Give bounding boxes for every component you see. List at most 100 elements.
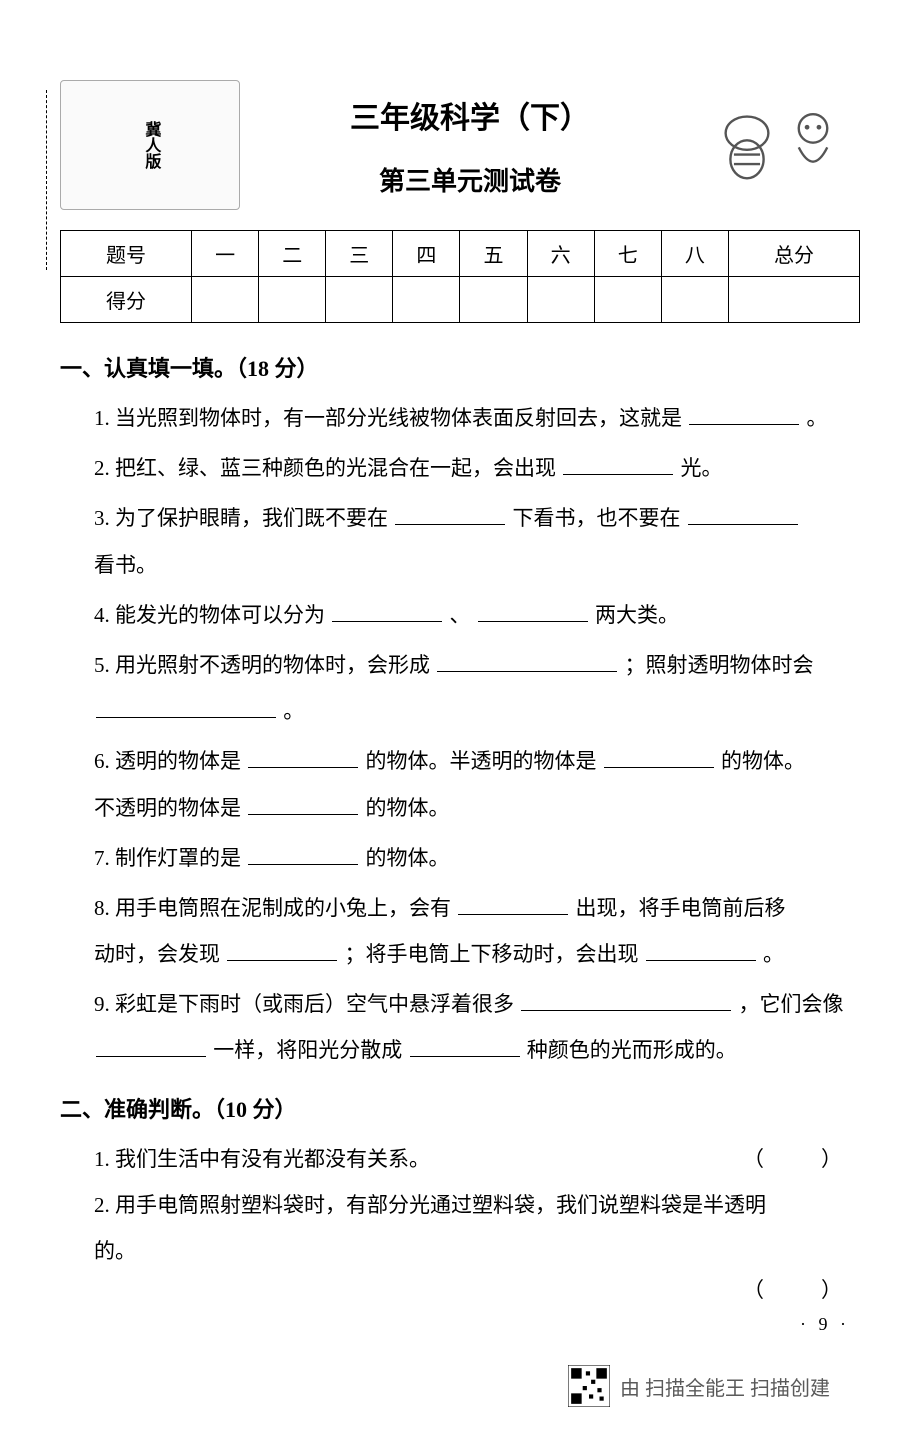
blank — [410, 1035, 520, 1057]
q6-c: 的物体。 — [721, 749, 805, 773]
col-6: 六 — [527, 231, 594, 277]
blank — [604, 746, 714, 768]
qr-icon — [568, 1365, 610, 1407]
q9-a: 9. 彩虹是下雨时（或雨后）空气中悬浮着很多 — [94, 992, 514, 1016]
q5-a: 5. 用光照射不透明的物体时，会形成 — [94, 653, 430, 677]
child-icon — [783, 107, 843, 183]
q6-d: 不透明的物体是 — [94, 796, 241, 820]
q9-b: ，它们会像 — [739, 992, 844, 1016]
col-7: 七 — [594, 231, 661, 277]
blank — [248, 793, 358, 815]
section1-list: 1. 当光照到物体时，有一部分光线被物体表面反射回去，这就是 。 2. 把红、绿… — [60, 395, 860, 1074]
q2-end: 光。 — [681, 456, 723, 480]
blank — [689, 403, 799, 425]
col-3: 三 — [326, 231, 393, 277]
score-cell — [460, 277, 527, 323]
col-5: 五 — [460, 231, 527, 277]
blank — [458, 893, 568, 915]
paren-below: （ ） — [60, 1274, 860, 1304]
table-row: 得分 — [61, 277, 860, 323]
q4: 4. 能发光的物体可以分为 、 两大类。 — [94, 592, 860, 638]
q9-c: 一样，将阳光分散成 — [213, 1038, 402, 1062]
q7-b: 的物体。 — [366, 846, 450, 870]
score-cell — [259, 277, 326, 323]
q3: 3. 为了保护眼睛，我们既不要在 下看书，也不要在 看书。 — [94, 495, 860, 587]
q8-a: 8. 用手电筒照在泥制成的小兔上，会有 — [94, 896, 451, 920]
page-header: 冀人版 三年级科学（下） 第三单元测试卷 — [60, 80, 860, 210]
score-cell — [326, 277, 393, 323]
score-cell — [594, 277, 661, 323]
q6-a: 6. 透明的物体是 — [94, 749, 241, 773]
q8-e: 。 — [763, 942, 784, 966]
q3-b: 下看书，也不要在 — [513, 506, 681, 530]
judge-q2: 2. 用手电筒照射塑料袋时，有部分光通过塑料袋，我们说塑料袋是半透明的。 — [94, 1182, 860, 1274]
blank — [96, 1035, 206, 1057]
paren: （ ） — [743, 1136, 860, 1182]
score-table: 题号 一 二 三 四 五 六 七 八 总分 得分 — [60, 230, 860, 323]
score-cell — [527, 277, 594, 323]
q4-c: 两大类。 — [595, 603, 679, 627]
binding-mark — [46, 90, 47, 270]
q1-text: 1. 当光照到物体时，有一部分光线被物体表面反射回去，这就是 — [94, 406, 682, 430]
q3-a: 3. 为了保护眼睛，我们既不要在 — [94, 506, 388, 530]
score-cell — [192, 277, 259, 323]
blank — [248, 746, 358, 768]
q8: 8. 用手电筒照在泥制成的小兔上，会有 出现，将手电筒前后移 动时，会发现 ；将… — [94, 885, 860, 977]
q5-c: 。 — [283, 699, 304, 723]
q2-text: 2. 把红、绿、蓝三种颜色的光混合在一起，会出现 — [94, 456, 556, 480]
q5-b: ；照射透明物体时会 — [625, 653, 814, 677]
q6: 6. 透明的物体是 的物体。半透明的物体是 的物体。 不透明的物体是 的物体。 — [94, 738, 860, 830]
col-total: 总分 — [728, 231, 859, 277]
bee-icon — [717, 107, 777, 183]
q1: 1. 当光照到物体时，有一部分光线被物体表面反射回去，这就是 。 — [94, 395, 860, 441]
q8-d: ；将手电筒上下移动时，会出现 — [345, 942, 639, 966]
score-cell — [728, 277, 859, 323]
q2: 2. 把红、绿、蓝三种颜色的光混合在一起，会出现 光。 — [94, 445, 860, 491]
q3-c: 看书。 — [94, 553, 157, 577]
section2-heading: 二、准确判断。（10 分） — [60, 1092, 860, 1124]
badge-text: 冀人版 — [140, 121, 161, 169]
title-main: 三年级科学（下） — [260, 93, 680, 137]
blank — [521, 989, 731, 1011]
edition-badge: 冀人版 — [60, 80, 240, 210]
judge-q1: 1. 我们生活中有没有光都没有关系。 （ ） — [94, 1136, 860, 1182]
section1-heading: 一、认真填一填。（18 分） — [60, 351, 860, 383]
blank — [96, 696, 276, 718]
section2-list: 1. 我们生活中有没有光都没有关系。 （ ） 2. 用手电筒照射塑料袋时，有部分… — [60, 1136, 860, 1305]
q8-c: 动时，会发现 — [94, 942, 220, 966]
footer: 由 扫描全能王 扫描创建 — [60, 1365, 860, 1407]
blank — [248, 843, 358, 865]
q4-a: 4. 能发光的物体可以分为 — [94, 603, 325, 627]
blank — [332, 600, 442, 622]
blank — [227, 939, 337, 961]
blank — [646, 939, 756, 961]
q7: 7. 制作灯罩的是 的物体。 — [94, 835, 860, 881]
score-cell — [661, 277, 728, 323]
col-2: 二 — [259, 231, 326, 277]
blank — [395, 503, 505, 525]
q8-b: 出现，将手电筒前后移 — [576, 896, 786, 920]
header-label: 题号 — [61, 231, 192, 277]
q7-a: 7. 制作灯罩的是 — [94, 846, 241, 870]
q6-e: 的物体。 — [366, 796, 450, 820]
title-block: 三年级科学（下） 第三单元测试卷 — [260, 93, 680, 198]
decorative-illustration — [700, 85, 860, 205]
blank — [478, 600, 588, 622]
score-cell — [393, 277, 460, 323]
q5: 5. 用光照射不透明的物体时，会形成 ；照射透明物体时会 。 — [94, 642, 860, 734]
q4-b: 、 — [450, 603, 471, 627]
footer-text: 由 扫描全能王 扫描创建 — [620, 1372, 830, 1401]
judge-q2-text: 2. 用手电筒照射塑料袋时，有部分光通过塑料袋，我们说塑料袋是半透明的。 — [94, 1193, 766, 1263]
page-number: · 9 · — [60, 1314, 860, 1335]
q1-end: 。 — [807, 406, 828, 430]
q9: 9. 彩虹是下雨时（或雨后）空气中悬浮着很多 ，它们会像 一样，将阳光分散成 种… — [94, 981, 860, 1073]
col-8: 八 — [661, 231, 728, 277]
q6-b: 的物体。半透明的物体是 — [366, 749, 597, 773]
title-sub: 第三单元测试卷 — [260, 161, 680, 198]
table-row: 题号 一 二 三 四 五 六 七 八 总分 — [61, 231, 860, 277]
blank — [688, 503, 798, 525]
blank — [437, 650, 617, 672]
judge-q1-text: 1. 我们生活中有没有光都没有关系。 — [94, 1147, 430, 1171]
col-1: 一 — [192, 231, 259, 277]
col-4: 四 — [393, 231, 460, 277]
